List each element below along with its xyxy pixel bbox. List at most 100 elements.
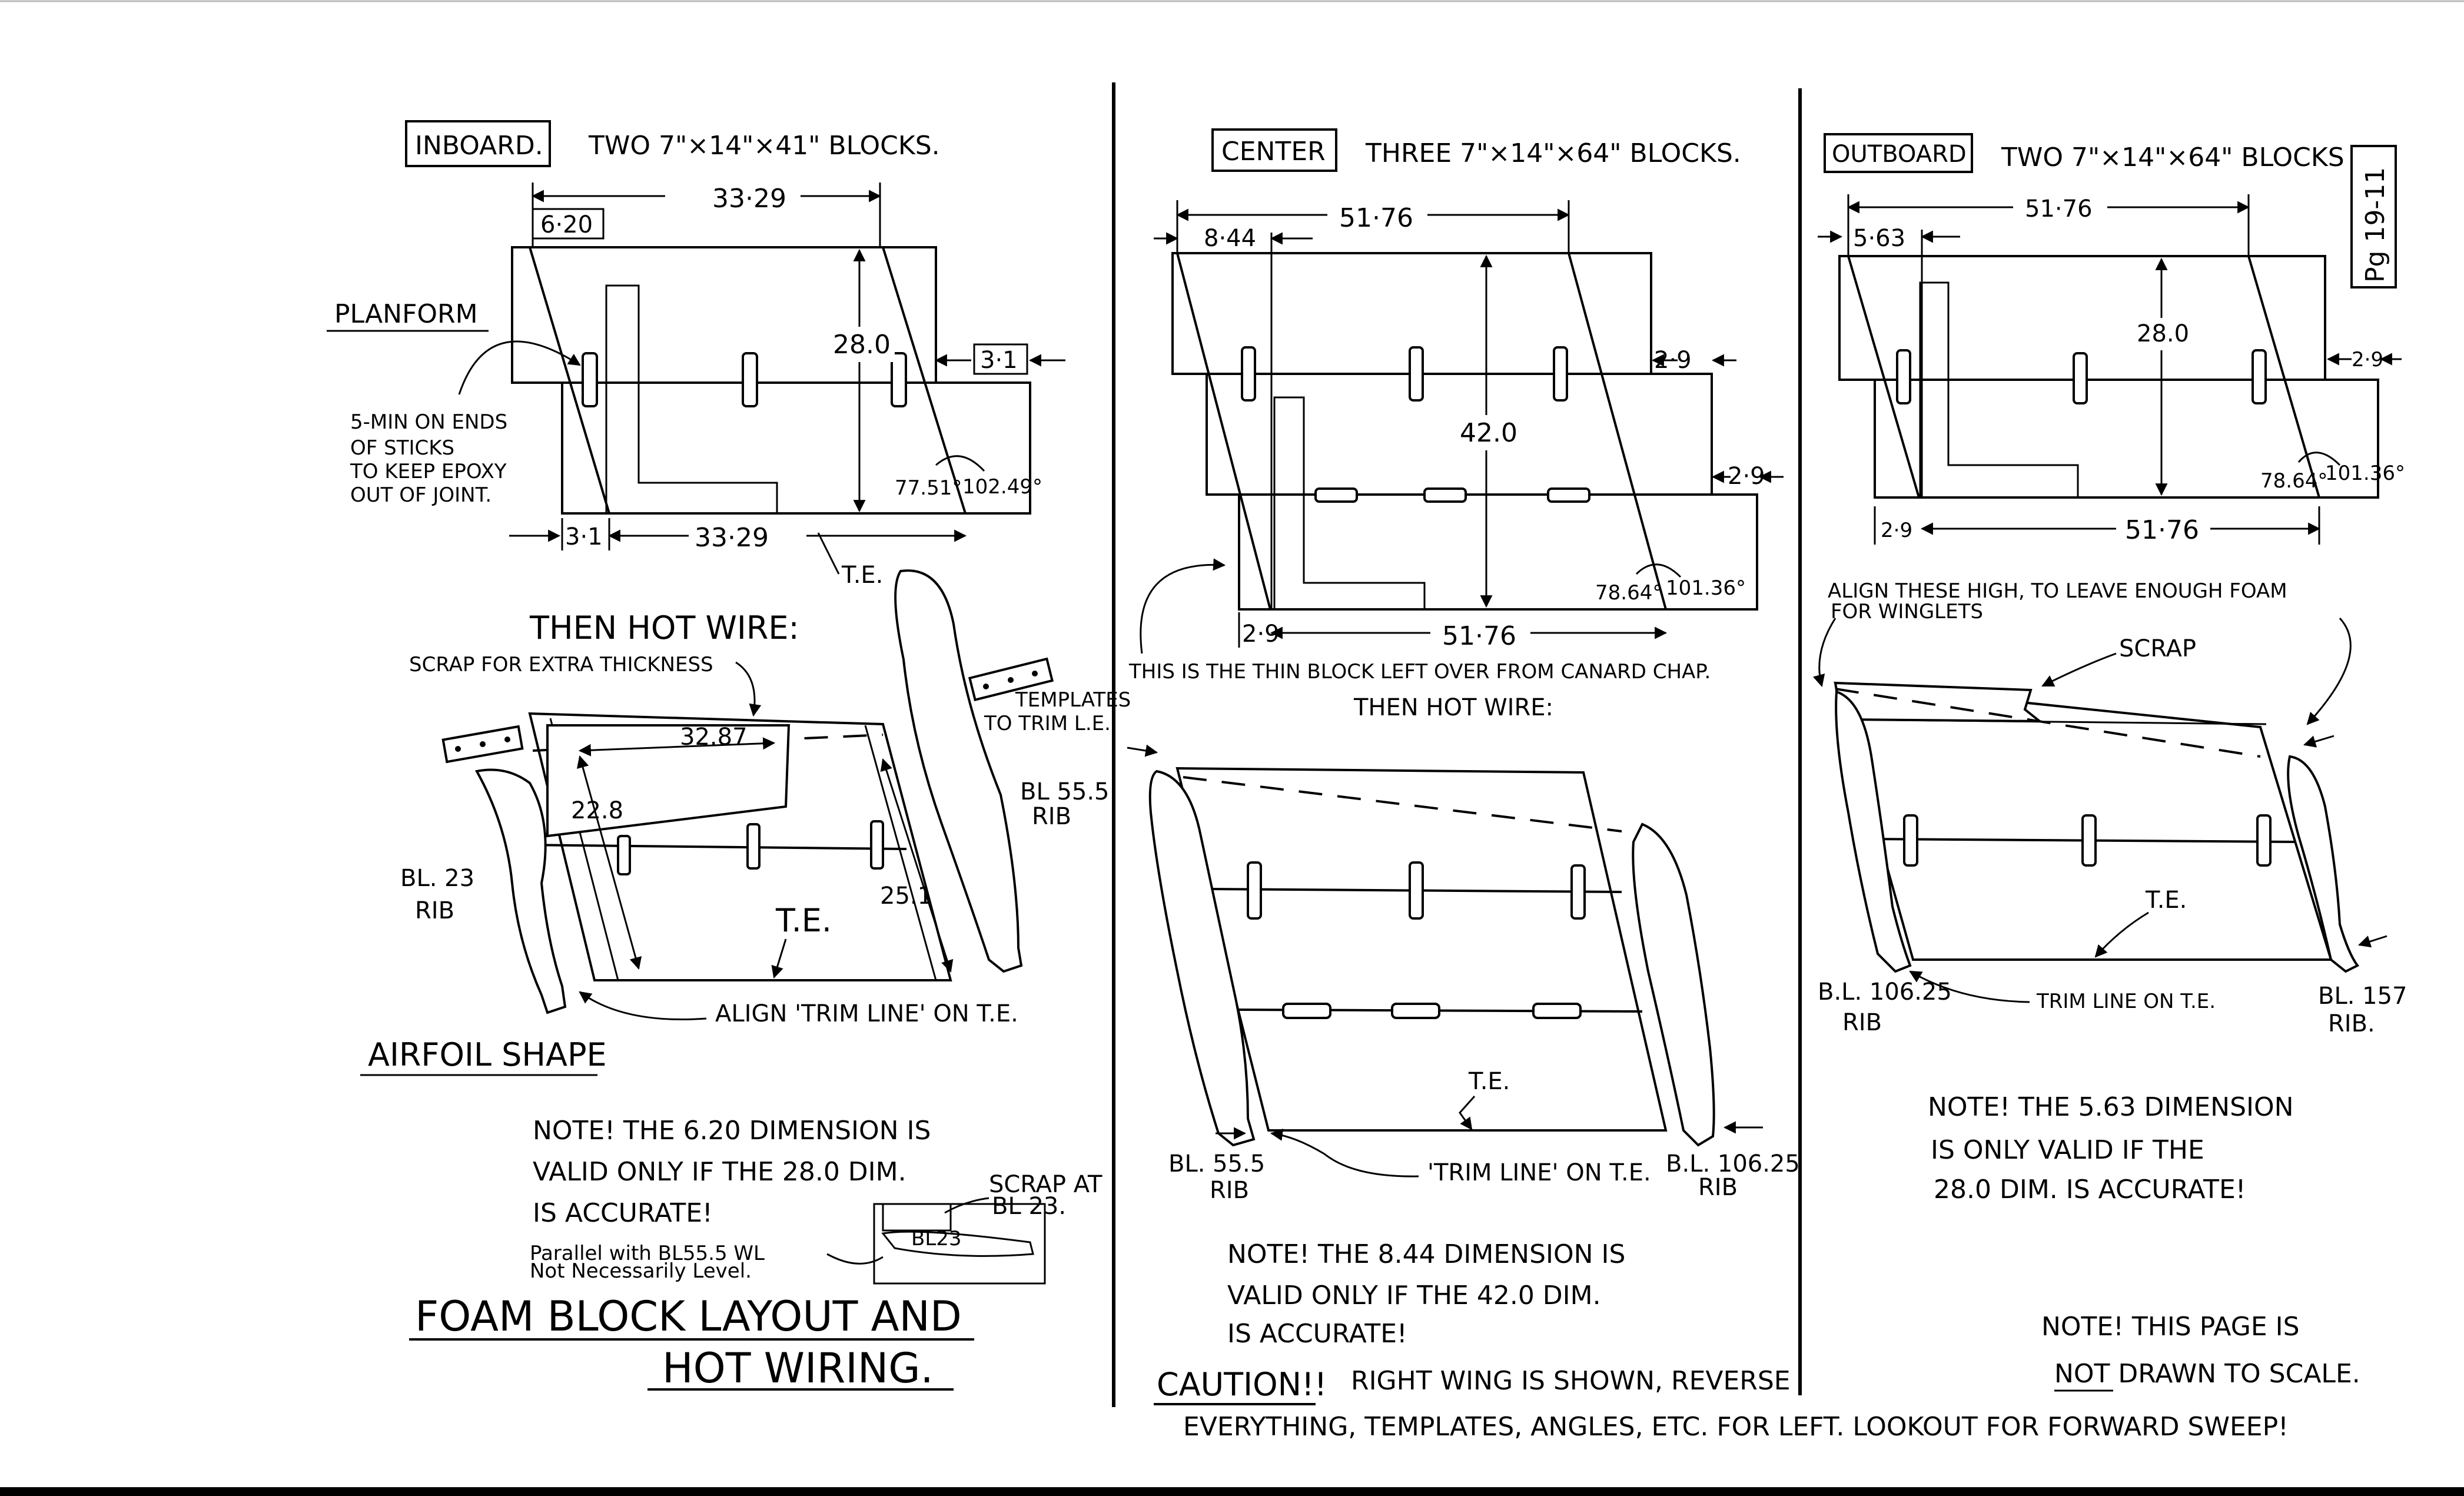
outboard-angle-b: 101.36° <box>2325 462 2405 485</box>
outboard-bl157-2: RIB. <box>2328 1010 2375 1037</box>
inboard-hotwire-label: THEN HOT WIRE: <box>529 609 799 646</box>
inboard-template-hole-2 <box>480 741 486 747</box>
inboard-te-label: T.E. <box>841 562 883 589</box>
inboard-note-1: NOTE! THE 6.20 DIMENSION IS <box>533 1116 931 1146</box>
outboard-hw-dash <box>1835 688 2261 758</box>
center-dim-step-left: 2·9 <box>1242 621 1280 648</box>
outboard-dim-top-bg <box>2013 191 2107 224</box>
bottom-border <box>0 1487 2464 1496</box>
inboard-airfoil-label: AIRFOIL SHAPE <box>368 1036 607 1073</box>
center-thin-block-leader <box>1140 558 1226 654</box>
inboard-blocks: TWO 7"×14"×41" BLOCKS. <box>588 131 940 161</box>
outboard-bl10625-1: B.L. 106.25 <box>1818 978 1952 1006</box>
inboard-dim-top-bg <box>665 177 801 212</box>
center-stick-4 <box>1314 487 1358 503</box>
inboard-note-epoxy-1: 5-MIN ON ENDS <box>350 410 507 434</box>
inboard-dim-bottom: 33·29 <box>695 523 769 553</box>
inboard-scrap-at-2: BL 23. <box>992 1193 1066 1220</box>
outboard-align-leader-l <box>1812 618 1837 688</box>
center-dim-bot-bg <box>1430 615 1530 651</box>
inboard-parallel-2: Not Necessarily Level. <box>530 1259 752 1283</box>
inboard-templates-2: TO TRIM L.E. <box>984 712 1111 735</box>
outboard-bl10625-2: RIB <box>1842 1009 1882 1036</box>
inboard-rib-right <box>894 569 1023 973</box>
center-bl555-2: RIB <box>1210 1177 1249 1204</box>
outboard-te-line <box>2247 256 2320 498</box>
inboard-angle-arc <box>935 455 985 472</box>
outboard-angle-a: 78.64° <box>2260 469 2327 493</box>
inboard-align-leader <box>579 991 707 1020</box>
inboard-template-hole-3 <box>504 737 510 742</box>
outboard-blocks: TWO 7"×14"×64" BLOCKS <box>2001 142 2345 173</box>
center-hw-stick-6 <box>1532 1003 1582 1019</box>
center-note-1: NOTE! THE 8.44 DIMENSION IS <box>1227 1239 1625 1269</box>
outboard-scrap-leader <box>2041 652 2117 687</box>
inboard-te-leader <box>817 532 840 575</box>
inboard-template-hole-4 <box>983 684 989 689</box>
outboard-te-label: T.E. <box>2145 887 2187 914</box>
center-stick-3 <box>1553 346 1568 402</box>
center-title: CENTER <box>1221 137 1326 167</box>
outboard-dim-offset: 5·63 <box>1853 225 1905 252</box>
outboard-te-arrow-bot <box>2357 935 2387 948</box>
outboard-stick-2 <box>2073 352 2088 404</box>
outboard-hw-stick-1 <box>1903 814 1918 867</box>
inboard-stick-3 <box>891 352 907 407</box>
inboard-bl555-1: BL 55.5 <box>1020 778 1110 805</box>
center-bl10625-1: B.L. 106.25 <box>1666 1150 1800 1177</box>
center-hw-stick-2 <box>1409 861 1424 920</box>
inboard-dim-251: 25.1 <box>880 883 932 910</box>
center-bl555-1: BL. 55.5 <box>1168 1150 1265 1177</box>
inboard-note-epoxy-2: OF STICKS <box>350 436 454 460</box>
outboard-angle-arc <box>2297 452 2341 466</box>
inboard-scrap-box <box>873 1203 1046 1285</box>
outboard-dim-step-left: 2·9 <box>1881 519 1912 542</box>
inboard-dim-251-line <box>880 758 954 973</box>
center-te-label: T.E. <box>1468 1068 1510 1095</box>
inboard-offset-box <box>532 208 605 240</box>
inboard-note-2: VALID ONLY IF THE 28.0 DIM. <box>533 1157 906 1187</box>
inboard-dim-offset: 6·20 <box>540 211 593 238</box>
inboard-dim-top: 33·29 <box>712 184 786 214</box>
center-hw-stick-4 <box>1282 1003 1331 1019</box>
center-le-arrow-top <box>1127 744 1158 757</box>
inboard-dim-height-bg <box>830 327 895 362</box>
center-rib-right <box>1632 822 1715 1147</box>
outboard-te-arrow-top <box>2303 735 2335 748</box>
center-stick-2 <box>1409 346 1424 402</box>
inboard-templates-1: TEMPLATES <box>1015 688 1131 712</box>
outboard-trim-leader <box>1909 970 2030 1003</box>
outboard-dim-bottom: 51·76 <box>2125 515 2199 545</box>
center-section: CENTER THREE 7"×14"×64" BLOCKS. 51·76 8·… <box>1127 128 2289 1442</box>
outboard-page-no-box <box>2350 145 2397 288</box>
center-angle-b: 101.36° <box>1666 576 1746 600</box>
center-dim-height-bg <box>1457 415 1522 450</box>
page-title-line-2: HOT WIRING. <box>662 1344 934 1392</box>
page-title-line-1: FOAM BLOCK LAYOUT AND <box>415 1292 962 1341</box>
center-blocks: THREE 7"×14"×64" BLOCKS. <box>1365 138 1741 168</box>
inboard-bl23-box: BL23 <box>911 1227 962 1250</box>
outboard-scrap-label: SCRAP <box>2119 635 2196 662</box>
outboard-scale-1: NOTE! THIS PAGE IS <box>2041 1312 2300 1342</box>
outboard-dim-top: 51·76 <box>2025 195 2093 223</box>
inboard-stick-2 <box>742 352 758 407</box>
inboard-scrap-label: SCRAP FOR EXTRA THICKNESS <box>409 653 713 676</box>
inboard-dim-step-right: 3·1 <box>980 347 1018 374</box>
inboard-template-hole-5 <box>1008 677 1014 683</box>
outboard-page-no: Pg 19-11 <box>2360 167 2390 283</box>
center-l-template <box>1273 396 1426 611</box>
inboard-title-box <box>405 120 551 167</box>
inboard-template-hole-6 <box>1032 671 1038 676</box>
inboard-te2-leader <box>771 938 787 979</box>
outboard-l-template <box>1919 281 2079 499</box>
inboard-scrap-at-1: SCRAP AT <box>989 1171 1103 1198</box>
inboard-hw-stick-2 <box>746 823 761 870</box>
inboard-note-3: IS ACCURATE! <box>533 1198 713 1228</box>
center-hw-dash <box>1183 776 1622 832</box>
inboard-dim-step-left: 3·1 <box>565 523 603 550</box>
inboard-dim-228: 22.8 <box>571 797 623 824</box>
inboard-note-epoxy-4: OUT OF JOINT. <box>350 483 492 507</box>
inboard-te2-label: T.E. <box>775 902 832 939</box>
inboard-block-lower <box>561 382 1031 515</box>
